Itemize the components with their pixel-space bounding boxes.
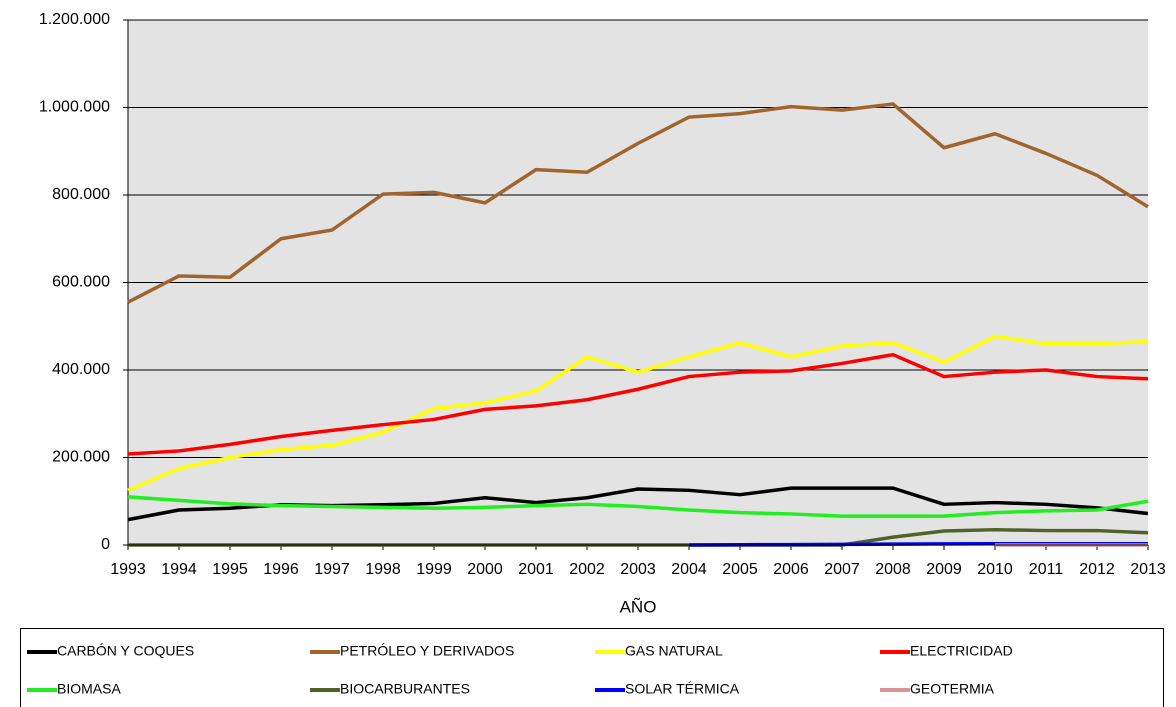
x-tick-label: 2011 [1029,561,1064,578]
y-tick-label: 400.000 [52,361,110,378]
x-tick-label: 2000 [467,561,503,578]
legend-label: BIOMASA [57,681,121,697]
x-tick-label: 2013 [1130,561,1166,578]
y-tick-label: 0 [101,536,110,553]
x-tick-label: 2002 [569,561,605,578]
y-tick-label: 600.000 [52,274,110,291]
legend-label: PETRÓLEO Y DERIVADOS [340,643,514,659]
y-tick-label: 200.000 [52,449,110,466]
y-tick-label: 1.000.000 [39,99,110,116]
x-tick-label: 2001 [518,561,554,578]
x-tick-label: 1995 [212,561,248,578]
x-tick-label: 1997 [314,561,350,578]
x-tick-label: 2010 [977,561,1013,578]
x-tick-label: 2004 [671,561,707,578]
x-tick-label: 1998 [365,561,401,578]
x-tick-label: 1996 [263,561,299,578]
y-tick-label: 800.000 [52,186,110,203]
x-tick-label: 2009 [926,561,962,578]
legend [20,628,1164,707]
legend-label: SOLAR TÉRMICA [625,681,740,697]
x-tick-label: 1993 [110,561,146,578]
x-tick-label: 2008 [875,561,911,578]
series-line [127,495,1149,518]
legend-label: ELECTRICIDAD [910,643,1013,659]
series-line [127,334,1149,492]
x-tick-label: 2006 [773,561,809,578]
legend-label: GEOTERMIA [910,681,995,697]
legend-label: CARBÓN Y COQUES [57,643,194,659]
x-tick-label: 2012 [1079,561,1115,578]
y-tick-label: 1.200.000 [39,11,110,28]
x-tick-label: 1994 [161,561,197,578]
x-axis-label: AÑO [620,597,657,616]
x-tick-label: 1999 [416,561,452,578]
x-tick-label: 2003 [620,561,656,578]
x-tick-label: 2005 [722,561,758,578]
x-tick-label: 2007 [824,561,860,578]
legend-label: GAS NATURAL [625,643,723,659]
series-line [127,352,1149,456]
series-line [127,102,1149,304]
legend-label: BIOCARBURANTES [340,681,470,697]
